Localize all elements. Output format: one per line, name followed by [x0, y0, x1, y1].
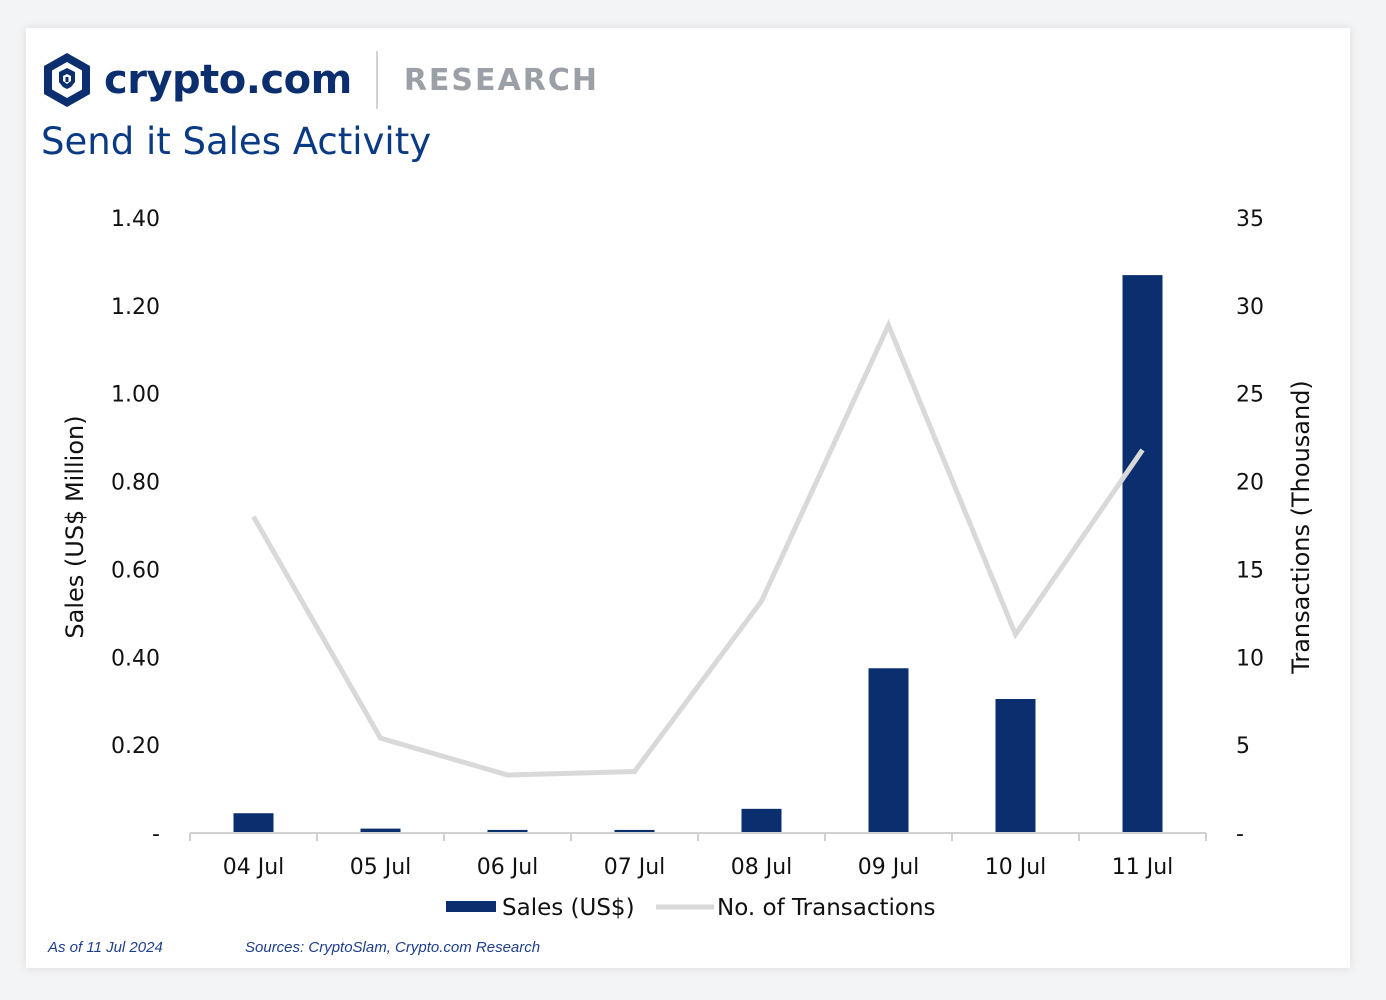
y2-tick-label: 35 [1236, 207, 1264, 232]
sales-bar [995, 699, 1036, 833]
header-divider [375, 51, 378, 109]
x-tick-label: 07 Jul [604, 855, 666, 880]
x-axis-labels: 04 Jul 05 Jul 06 Jul 07 Jul 08 Jul 09 Jul 10 J… [223, 855, 1174, 880]
combo-chart: - 0.20 0.40 0.60 0.80 1.00 1.20 1.40 - 5 10 15 20 25… [61, 207, 1315, 921]
x-tick-label: 08 Jul [731, 855, 793, 880]
x-tick-label: 11 Jul [1112, 855, 1174, 880]
y2-tick-label: 5 [1236, 734, 1250, 759]
transactions-line [251, 318, 1145, 778]
x-tick-label: 06 Jul [477, 855, 539, 880]
sales-bar [487, 829, 528, 833]
y-tick-label: 1.20 [111, 295, 160, 320]
x-tick-label: 09 Jul [858, 855, 920, 880]
sources-note: Sources: CryptoSlam, Crypto.com Research [245, 939, 541, 956]
right-axis-ticks: - 5 10 15 20 25 30 35 [1236, 207, 1264, 847]
brand-name: crypto.com [104, 57, 352, 103]
header: crypto.com RESEARCH [42, 48, 599, 112]
y-tick-label: 1.00 [111, 383, 160, 408]
sales-bar [233, 813, 274, 833]
as-of-note: As of 11 Jul 2024 [48, 939, 163, 956]
y2-tick-label: 30 [1236, 295, 1264, 320]
y2-tick-label: - [1236, 822, 1244, 847]
chart-card: crypto.com RESEARCH Send it Sales Activi… [26, 28, 1350, 968]
sales-bar [614, 829, 655, 833]
y2-tick-label: 20 [1236, 471, 1264, 496]
y-tick-label: 0.80 [111, 471, 160, 496]
x-axis-ticks [189, 833, 1207, 841]
y2-tick-label: 25 [1236, 383, 1264, 408]
y-tick-label: 0.20 [111, 734, 160, 759]
y-tick-label: 1.40 [111, 207, 160, 232]
legend-label-transactions: No. of Transactions [717, 895, 936, 921]
crypto-com-lion-shield-icon [44, 53, 90, 107]
legend: Sales (US$) No. of Transactions [446, 895, 936, 921]
y-tick-label: - [152, 822, 160, 847]
chart-title: Send it Sales Activity [41, 120, 432, 163]
sales-bar [1122, 275, 1163, 833]
y2-tick-label: 10 [1236, 646, 1264, 671]
y-tick-label: 0.60 [111, 558, 160, 583]
legend-label-sales: Sales (US$) [502, 895, 635, 921]
y-tick-label: 0.40 [111, 646, 160, 671]
section-label: RESEARCH [403, 62, 599, 98]
y2-tick-label: 15 [1236, 558, 1264, 583]
x-tick-label: 04 Jul [223, 855, 285, 880]
x-tick-label: 05 Jul [350, 855, 412, 880]
sales-bar [868, 668, 909, 833]
y-axis-title: Sales (US$ Million) [61, 415, 89, 638]
y2-axis-title: Transactions (Thousand) [1287, 380, 1315, 675]
legend-swatch-sales [446, 901, 496, 912]
x-tick-label: 10 Jul [985, 855, 1047, 880]
line-series [251, 318, 1145, 778]
sales-bar [741, 808, 782, 833]
left-axis-ticks: - 0.20 0.40 0.60 0.80 1.00 1.20 1.40 [111, 207, 160, 847]
bar-series [233, 275, 1163, 833]
sales-bar [360, 828, 401, 833]
